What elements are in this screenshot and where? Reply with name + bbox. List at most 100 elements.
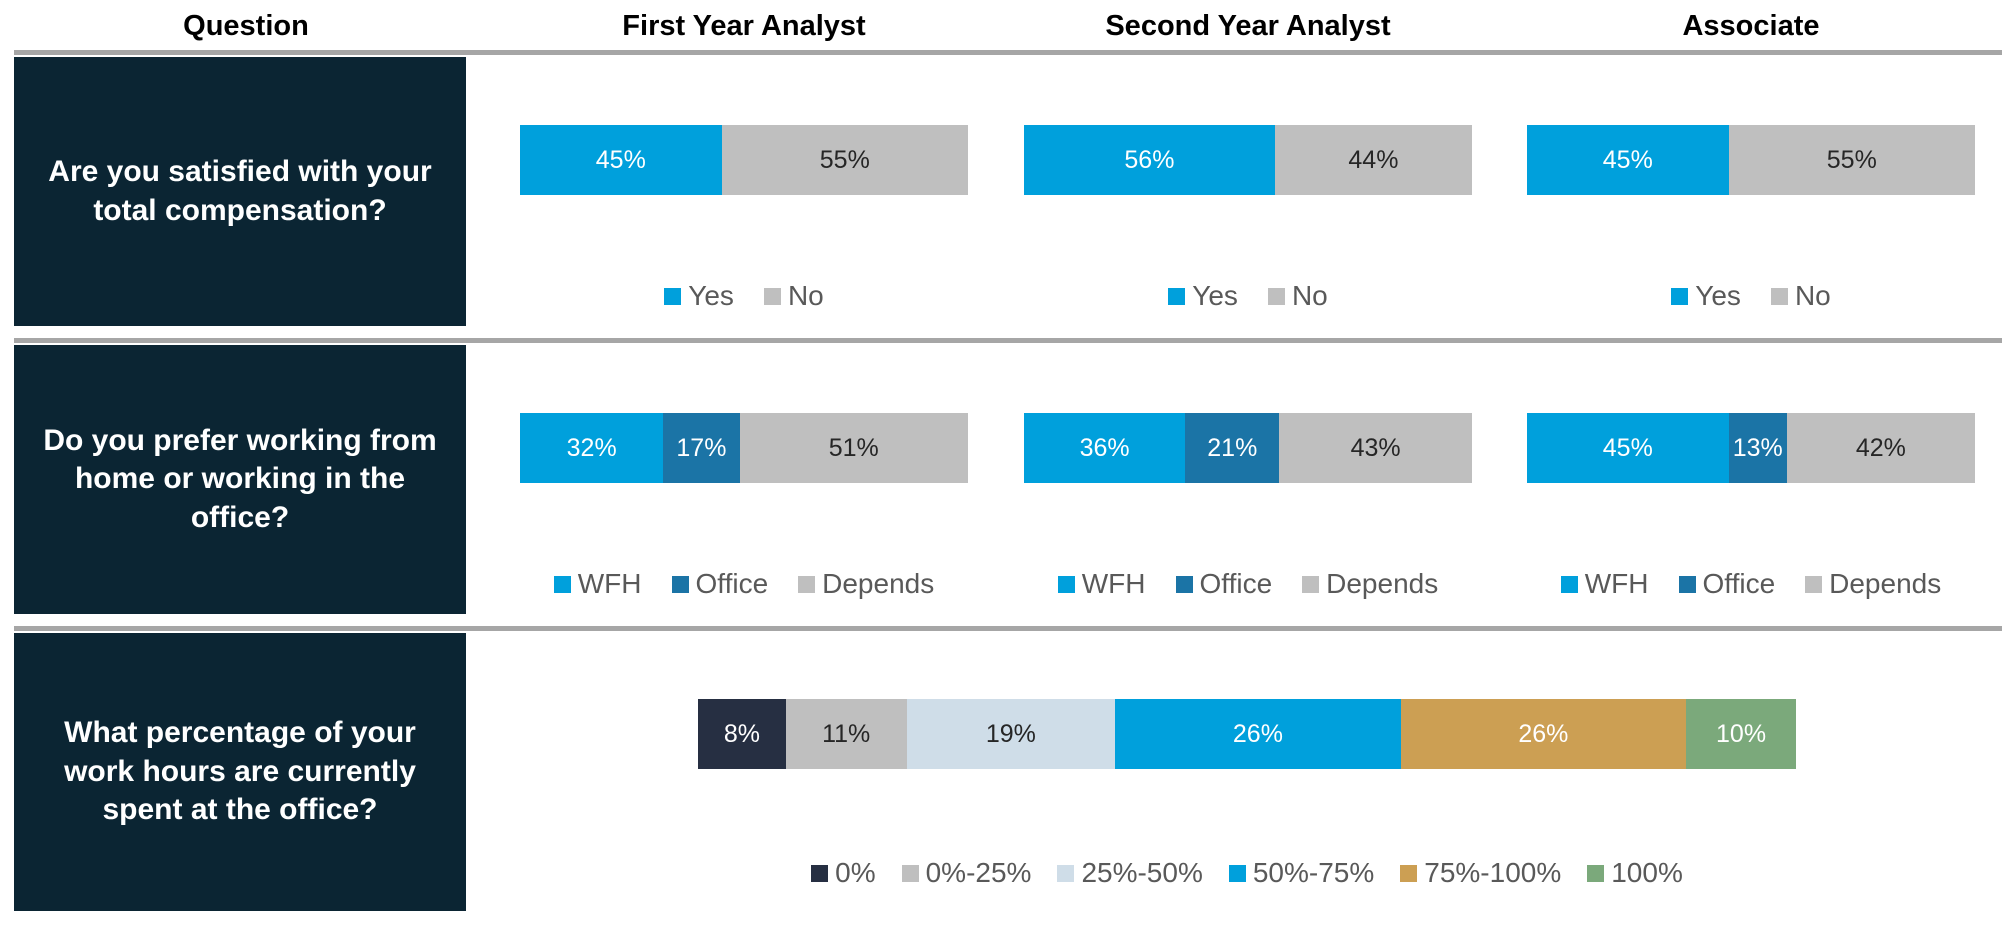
chart-legend: WFH Office Depends: [553, 568, 935, 600]
legend-item-wfh: WFH: [1560, 568, 1649, 600]
bar-segment-label: 10%: [1716, 719, 1767, 748]
legend-label: No: [1291, 280, 1328, 311]
legend-swatch-icon: [1587, 864, 1605, 882]
legend-swatch-icon: [1671, 287, 1689, 305]
bar-segment-label: 43%: [1350, 433, 1401, 462]
bar-segment-label: 44%: [1348, 145, 1399, 174]
bar-segment-25-50: 19%: [906, 699, 1116, 769]
bar-segment-label: 17%: [676, 433, 727, 462]
legend-label: Depends: [1326, 568, 1439, 599]
legend-swatch-icon: [1228, 864, 1246, 882]
legend-label: 50%-75%: [1252, 857, 1375, 888]
legend-swatch-icon: [1770, 287, 1788, 305]
legend-swatch-icon: [1168, 287, 1186, 305]
chart-combined: 8% 11% 19% 26% 26% 10% 0% 0%-25% 25%-50% 50%-75% 7…: [492, 631, 2002, 923]
stacked-bar: 32% 17% 51%: [520, 413, 968, 483]
legend-label: Office: [695, 568, 769, 599]
legend-label: 100%: [1611, 857, 1683, 888]
bar-segment-yes: 56%: [1024, 125, 1275, 195]
bar-segment-no: 55%: [721, 125, 968, 195]
legend-item-wfh: WFH: [553, 568, 642, 600]
header-question: Question: [183, 9, 309, 42]
chart-first-year-analyst: 32% 17% 51% WFH Office Depends: [492, 343, 996, 626]
legend-label: Yes: [688, 280, 734, 311]
bar-segment-wfh: 45%: [1527, 413, 1729, 483]
bar-segment-no: 55%: [1728, 125, 1975, 195]
legend-label: No: [787, 280, 824, 311]
chart-legend: Yes No: [664, 280, 824, 312]
legend-label: 0%-25%: [925, 857, 1032, 888]
legend-swatch-icon: [1057, 864, 1075, 882]
legend-swatch-icon: [798, 575, 816, 593]
bar-segment-label: 26%: [1518, 719, 1569, 748]
stacked-bar: 45% 13% 42%: [1527, 413, 1975, 483]
bar-segment-75-100: 26%: [1400, 699, 1687, 769]
legend-item-no: No: [1267, 280, 1328, 312]
bar-segment-label: 55%: [1826, 145, 1877, 174]
header-divider: [14, 50, 2002, 55]
chart-legend: 0% 0%-25% 25%-50% 50%-75% 75%-100% 100%: [811, 857, 1683, 889]
legend-swatch-icon: [553, 575, 571, 593]
header-first-year-analyst: First Year Analyst: [622, 9, 866, 42]
legend-item-yes: Yes: [1671, 280, 1741, 312]
chart-associate: 45% 13% 42% WFH Office Depends: [1500, 343, 2002, 626]
bar-segment-label: 36%: [1079, 433, 1130, 462]
legend-label: 25%-50%: [1081, 857, 1203, 888]
stacked-bar: 45% 55%: [520, 125, 968, 195]
legend-item-wfh: WFH: [1057, 568, 1146, 600]
legend-swatch-icon: [1302, 575, 1320, 593]
bar-segment-0-25: 11%: [785, 699, 907, 769]
header-associate: Associate: [1682, 9, 1820, 42]
chart-legend: Yes No: [1671, 280, 1831, 312]
legend-swatch-icon: [811, 864, 829, 882]
bar-segment-depends: 42%: [1786, 413, 1975, 483]
stacked-bar: 45% 55%: [1527, 125, 1975, 195]
table-header: Question First Year Analyst Second Year …: [0, 0, 2002, 50]
row-divider: [14, 338, 2002, 343]
legend-item-yes: Yes: [664, 280, 734, 312]
legend-item-0: 0%: [811, 857, 876, 889]
legend-item-office: Office: [1678, 568, 1775, 600]
bar-segment-office: 17%: [663, 413, 740, 483]
legend-label: Depends: [822, 568, 935, 599]
legend-swatch-icon: [671, 575, 689, 593]
legend-item-office: Office: [1175, 568, 1272, 600]
bar-segment-label: 13%: [1732, 433, 1783, 462]
legend-label: WFH: [577, 568, 642, 599]
bar-segment-depends: 43%: [1279, 413, 1472, 483]
chart-legend: WFH Office Depends: [1560, 568, 1941, 600]
bar-segment-label: 19%: [985, 719, 1036, 748]
chart-associate: 45% 55% Yes No: [1500, 55, 2002, 338]
legend-item-depends: Depends: [1805, 568, 1941, 600]
legend-swatch-icon: [763, 287, 781, 305]
bar-segment-wfh: 32%: [520, 413, 664, 483]
bar-segment-50-75: 26%: [1115, 699, 1401, 769]
legend-item-100: 100%: [1587, 857, 1683, 889]
bar-segment-no: 44%: [1274, 125, 1472, 195]
legend-item-office: Office: [671, 568, 769, 600]
bar-segment-label: 8%: [723, 719, 760, 748]
stacked-bar: 36% 21% 43%: [1024, 413, 1472, 483]
bar-segment-0: 8%: [698, 699, 786, 769]
legend-swatch-icon: [901, 864, 919, 882]
legend-swatch-icon: [1175, 575, 1193, 593]
bar-segment-depends: 51%: [739, 413, 968, 483]
bar-segment-100: 10%: [1686, 699, 1796, 769]
legend-swatch-icon: [1400, 864, 1418, 882]
bar-segment-label: 42%: [1855, 433, 1906, 462]
bar-segment-office: 21%: [1185, 413, 1280, 483]
legend-label: 75%-100%: [1424, 857, 1562, 888]
survey-row: What percentage of your work hours are c…: [0, 631, 2002, 923]
chart-first-year-analyst: 45% 55% Yes No: [492, 55, 996, 338]
legend-item-no: No: [763, 280, 824, 312]
question-cell: Are you satisfied with your total compen…: [14, 57, 466, 326]
legend-label: Depends: [1829, 568, 1942, 599]
legend-item-50-75: 50%-75%: [1228, 857, 1375, 889]
bar-segment-label: 21%: [1207, 433, 1258, 462]
bar-segment-yes: 45%: [520, 125, 722, 195]
legend-label: Yes: [1695, 280, 1741, 311]
chart-second-year-analyst: 36% 21% 43% WFH Office Depends: [996, 343, 1500, 626]
bar-segment-label: 45%: [595, 145, 646, 174]
legend-label: WFH: [1584, 568, 1649, 599]
legend-item-yes: Yes: [1168, 280, 1238, 312]
